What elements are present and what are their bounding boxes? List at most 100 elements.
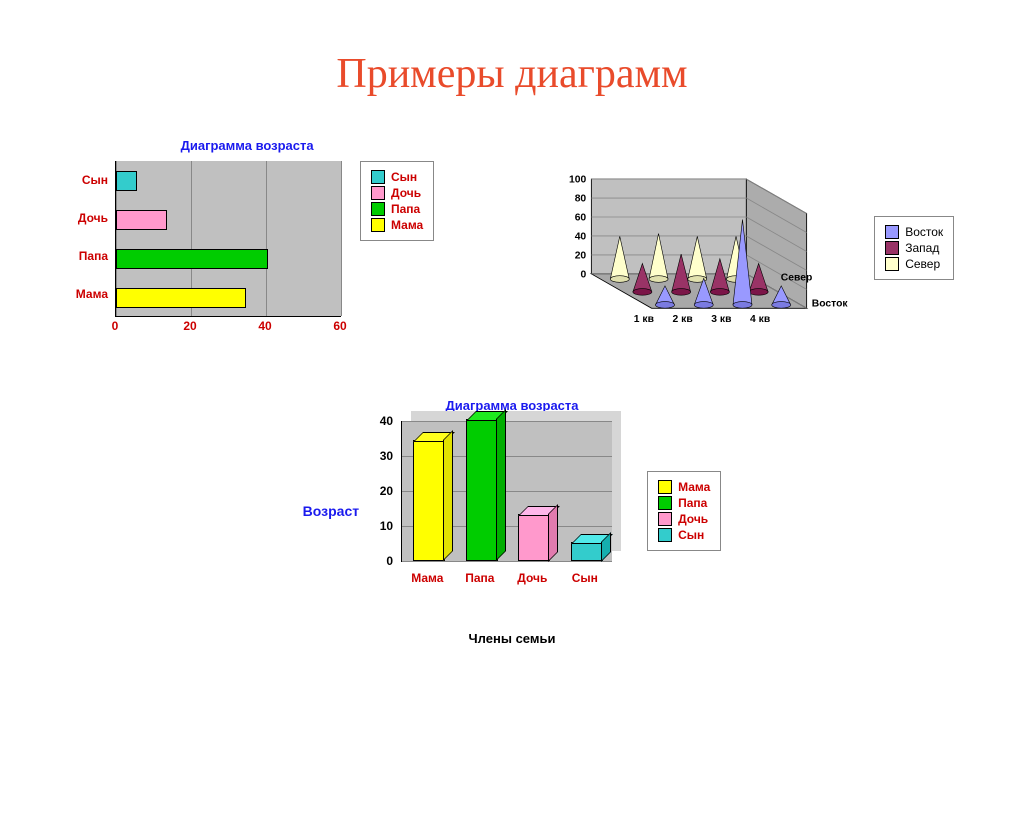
hbar-x-tick: 0 (112, 319, 119, 333)
legend-item: Сын (658, 528, 710, 542)
vbar-x-axis-label: Члены семьи (252, 631, 772, 646)
legend-item: Папа (371, 202, 423, 216)
vbar-x-label: Папа (465, 571, 494, 585)
legend-label: Восток (905, 225, 943, 239)
vbar-bar (413, 440, 445, 561)
legend-label: Папа (391, 202, 420, 216)
vbar-y-tick: 30 (380, 449, 393, 463)
vbar-x-label: Сын (572, 571, 598, 585)
hbar-x-tick: 40 (258, 319, 271, 333)
legend-swatch (658, 512, 672, 526)
legend-swatch (885, 257, 899, 271)
legend-label: Сын (391, 170, 417, 184)
legend-item: Мама (658, 480, 710, 494)
cone-x-label: 3 кв (712, 314, 732, 325)
cone-y-tick: 40 (575, 231, 587, 242)
hbar-category-labels: СынДочьПапаМама (60, 161, 108, 313)
cone-base (749, 289, 768, 296)
cone-y-tick: 20 (575, 250, 587, 261)
legend-swatch (371, 186, 385, 200)
vbar-bar-side (548, 504, 558, 562)
cone-base (633, 289, 652, 296)
legend-label: Север (905, 257, 940, 271)
legend-item: Дочь (658, 512, 710, 526)
cone-x-label: 2 кв (673, 314, 693, 325)
cone-depth-label: Восток (812, 299, 849, 310)
hbar-x-tick: 60 (333, 319, 346, 333)
hbar-category-label: Папа (60, 237, 108, 275)
vbar-bar (466, 419, 498, 561)
cone-y-tick: 80 (575, 194, 587, 205)
vbar-bar-side (496, 409, 506, 561)
legend-swatch (885, 225, 899, 239)
legend-swatch (371, 170, 385, 184)
legend-label: Мама (678, 480, 710, 494)
page-title: Примеры диаграмм (0, 50, 1024, 98)
legend-item: Дочь (371, 186, 423, 200)
cone-svg: 0 20 40 60 80 100 1 кв 2 кв 3 кв 4 кв Восток Север (544, 138, 854, 358)
vbar-y-tick: 10 (380, 519, 393, 533)
legend-item: Мама (371, 218, 423, 232)
cone-base (694, 302, 713, 309)
legend-swatch (371, 218, 385, 232)
vbar-left: Возраст 010203040 МамаПапаДочьСын (303, 421, 627, 601)
vbar-y-tick: 40 (380, 414, 393, 428)
legend-label: Дочь (391, 186, 421, 200)
legend-swatch (658, 496, 672, 510)
vbar-plot: 010203040 МамаПапаДочьСын (367, 421, 627, 601)
cone-y-tick: 60 (575, 212, 587, 223)
hbar-category-label: Сын (60, 161, 108, 199)
legend-label: Сын (678, 528, 704, 542)
legend-label: Запад (905, 241, 939, 255)
legend-swatch (658, 528, 672, 542)
cone-x-label: 4 кв (750, 314, 770, 325)
legend-item: Запад (885, 241, 943, 255)
legend-swatch (371, 202, 385, 216)
vbar-bar (571, 542, 603, 562)
cone-chart: 0204060801001 кв2 кв3 кв4 квВостокСевер … (544, 138, 954, 358)
legend-swatch (658, 480, 672, 494)
cone-y-tick: 0 (581, 269, 587, 280)
legend-label: Мама (391, 218, 423, 232)
hbar-plot-area (115, 161, 341, 317)
hbar-title: Диаграмма возраста (60, 138, 434, 153)
cone-base (733, 302, 752, 309)
hbar-wrap: СынДочьПапаМама 0204060 СынДочьПапаМама (60, 161, 434, 351)
vbar-legend: Мама Папа Дочь Сын (647, 471, 721, 551)
hbar-x-tick: 20 (183, 319, 196, 333)
vbar-x-label: Мама (411, 571, 443, 585)
hbar-bar (116, 171, 137, 191)
legend-item: Папа (658, 496, 710, 510)
cone-legend: Восток Запад Север (874, 216, 954, 280)
vbar-y-tick: 0 (386, 554, 393, 568)
cone-x-label: 1 кв (634, 314, 654, 325)
hbar-category-label: Мама (60, 275, 108, 313)
cone-base (711, 289, 730, 296)
hbar-bar (116, 210, 167, 230)
legend-item: Север (885, 257, 943, 271)
vbar-bar-side (443, 430, 453, 561)
vbar-y-axis-label: Возраст (303, 503, 359, 519)
cone-base (672, 289, 691, 296)
cone-depth-label: Север (781, 273, 812, 284)
cone-base (611, 276, 630, 283)
vbar-plot-area (401, 421, 612, 562)
hbar-chart: Диаграмма возраста СынДочьПапаМама 02040… (60, 138, 434, 358)
vbar-wrap: Возраст 010203040 МамаПапаДочьСын МамаПа… (252, 421, 772, 601)
cone-y-tick: 100 (569, 175, 586, 186)
legend-label: Дочь (678, 512, 708, 526)
hbar-bar (116, 288, 246, 308)
legend-label: Папа (678, 496, 707, 510)
legend-item: Восток (885, 225, 943, 239)
hbar-bar (116, 249, 268, 269)
cone-base (649, 276, 668, 283)
cone-wrap: 0204060801001 кв2 кв3 кв4 квВостокСевер … (544, 138, 954, 358)
legend-item: Сын (371, 170, 423, 184)
vbar-x-label: Дочь (517, 571, 547, 585)
hbar-legend: Сын Дочь Папа Мама (360, 161, 434, 241)
hbar-plot: СынДочьПапаМама 0204060 (60, 161, 340, 351)
legend-swatch (885, 241, 899, 255)
vbar-bar (518, 514, 550, 562)
vbar-y-tick: 20 (380, 484, 393, 498)
cone-base (656, 302, 675, 309)
